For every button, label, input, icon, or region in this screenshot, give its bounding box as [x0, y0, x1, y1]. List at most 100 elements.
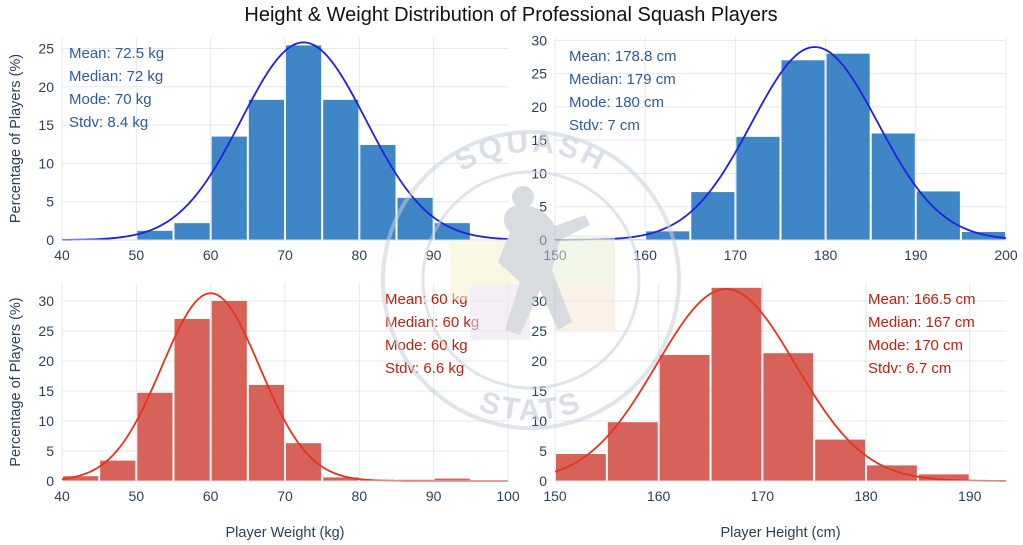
bar: [248, 385, 284, 481]
x-tick-label: 50: [129, 488, 145, 504]
bar: [867, 465, 917, 481]
stat-label: Median: 72 kg: [69, 68, 163, 85]
x-tick-label: 40: [54, 247, 70, 263]
bar: [323, 99, 359, 240]
y-tick-label: 20: [38, 353, 54, 369]
bar: [646, 231, 690, 240]
x-tick-label: 60: [203, 247, 219, 263]
x-tick-label: 60: [203, 488, 219, 504]
y-tick-label: 10: [38, 155, 54, 171]
y-axis-title: Percentage of Players (%): [8, 54, 24, 223]
bar: [137, 392, 173, 481]
stat-label: Stdv: 8.4 kg: [69, 114, 148, 131]
bar-series: [137, 45, 470, 240]
x-tick-label: 190: [904, 247, 928, 263]
bar: [711, 287, 762, 481]
stat-label: Mean: 166.5 cm: [868, 291, 976, 308]
stat-label: Median: 167 cm: [868, 314, 975, 331]
chart-panel-men_weight: 0 5 10 15 20 25 40 50 60 70 80 90 Percentage of Play…: [8, 37, 509, 263]
chart-panel-women_weight: 0 5 10 15 20 25 30 40 50 60 70 80 90 100 Percentage of…: [8, 283, 520, 541]
bar: [360, 145, 396, 240]
x-tick-label: 80: [352, 247, 368, 263]
watermark-player-head: [512, 186, 534, 208]
stat-label: Stdv: 6.6 kg: [385, 360, 464, 377]
watermark-outer-ring: [381, 130, 681, 430]
x-tick-label: 190: [958, 488, 982, 504]
y-tick-label: 20: [38, 79, 54, 95]
bar: [211, 136, 247, 240]
bar: [434, 478, 470, 481]
bar: [781, 60, 825, 241]
x-tick-label: 100: [496, 488, 520, 504]
y-tick-label: 25: [38, 40, 54, 56]
bar: [286, 45, 322, 240]
y-tick-label: 15: [38, 383, 54, 399]
bar: [736, 136, 780, 240]
y-tick-label: 30: [38, 293, 54, 309]
bar: [174, 223, 210, 240]
x-tick-label: 150: [543, 488, 567, 504]
x-tick-label: 160: [647, 488, 671, 504]
x-tick-label: 90: [426, 488, 442, 504]
bar: [815, 439, 866, 481]
bar: [691, 192, 735, 240]
bar: [211, 301, 247, 481]
stat-label: Mean: 178.8 cm: [569, 48, 677, 65]
bar-series: [601, 53, 1005, 241]
x-tick-label: 50: [129, 247, 145, 263]
x-tick-label: 170: [724, 247, 748, 263]
bar: [961, 232, 1005, 240]
figure-title: Height & Weight Distribution of Professi…: [244, 4, 777, 26]
x-tick-label: 70: [277, 488, 293, 504]
bar: [100, 460, 136, 481]
y-tick-label: 15: [531, 132, 547, 148]
bar-series: [556, 287, 969, 481]
watermark-inner-ring: [421, 170, 641, 390]
y-tick-label: 25: [531, 66, 547, 82]
bar: [659, 355, 710, 481]
bar: [323, 477, 359, 481]
bar: [434, 223, 470, 240]
stat-label: Stdv: 7 cm: [569, 117, 640, 134]
y-tick-label: 20: [531, 99, 547, 115]
y-tick-label: 20: [531, 353, 547, 369]
y-tick-label: 25: [38, 323, 54, 339]
y-tick-label: 5: [46, 194, 54, 210]
normal-fit-curve: [554, 288, 1007, 482]
y-tick-label: 0: [46, 232, 54, 248]
chart-panel-men_height: 051015202530150160170180190200Mean: 178.…: [531, 32, 1017, 263]
x-tick-label: 180: [814, 247, 838, 263]
y-tick-label: 10: [531, 413, 547, 429]
y-tick-label: 0: [46, 473, 54, 489]
y-tick-label: 5: [46, 443, 54, 459]
bar: [826, 53, 870, 240]
x-tick-label: 200: [994, 247, 1018, 263]
y-tick-label: 10: [38, 413, 54, 429]
x-axis-title: Player Height (cm): [720, 525, 840, 541]
bar: [137, 230, 173, 240]
x-tick-label: 180: [854, 488, 878, 504]
bar: [607, 422, 658, 481]
x-tick-label: 160: [634, 247, 658, 263]
stat-label: Mode: 180 cm: [569, 94, 664, 111]
bar: [63, 476, 99, 481]
bar: [174, 319, 210, 481]
y-tick-label: 5: [539, 199, 547, 215]
bar: [763, 353, 814, 481]
watermark-player-silhouette: [498, 205, 590, 335]
bar: [248, 99, 284, 240]
y-tick-label: 0: [539, 473, 547, 489]
y-tick-label: 15: [38, 117, 54, 133]
bar: [918, 474, 969, 481]
y-tick-label: 30: [531, 32, 547, 48]
y-axis-title: Percentage of Players (%): [8, 297, 24, 466]
bar: [556, 454, 606, 481]
stat-label: Mode: 70 kg: [69, 91, 152, 108]
stat-label: Mean: 72.5 kg: [69, 45, 164, 62]
x-tick-label: 80: [352, 488, 368, 504]
x-tick-label: 170: [751, 488, 775, 504]
x-tick-label: 70: [277, 247, 293, 263]
